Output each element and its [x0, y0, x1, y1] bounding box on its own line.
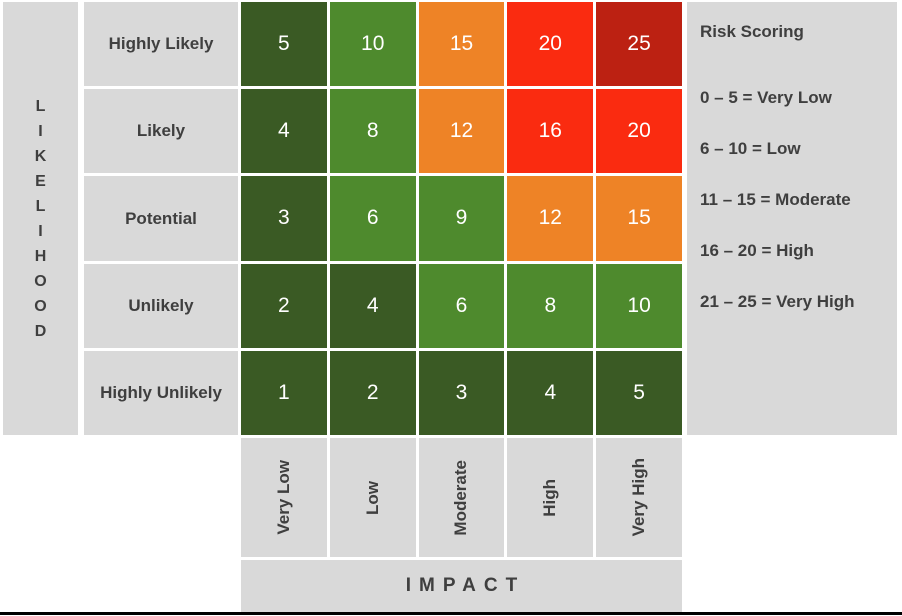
- likelihood-axis-letter: I: [38, 122, 43, 140]
- row-label-likely: Likely: [84, 89, 238, 174]
- col-label-very-high: Very High: [596, 438, 682, 557]
- col-label-text: Moderate: [451, 459, 471, 536]
- matrix-cell: 8: [329, 89, 416, 174]
- impact-axis-bar: IMPACT: [241, 560, 682, 612]
- legend-entry: 21 – 25 = Very High: [700, 292, 855, 311]
- matrix-cell: 25: [596, 2, 682, 87]
- matrix-cell: 1: [241, 350, 327, 435]
- matrix-cell: 6: [418, 263, 505, 348]
- legend-entry: 0 – 5 = Very Low: [700, 88, 832, 107]
- row-label-highly-likely: Highly Likely: [84, 2, 238, 87]
- matrix-cell: 12: [418, 89, 505, 174]
- matrix-cell: 4: [241, 89, 327, 174]
- matrix-cell: 15: [418, 2, 505, 87]
- row-label-highly-unlikely: Highly Unlikely: [84, 350, 238, 436]
- likelihood-axis-letter: I: [38, 222, 43, 240]
- matrix-cell: 2: [329, 350, 416, 435]
- matrix-cell: 3: [418, 350, 505, 435]
- likelihood-axis-letter: D: [34, 322, 47, 340]
- col-label-text: Low: [362, 480, 382, 515]
- matrix-cell: 15: [596, 176, 682, 261]
- col-label-text: Very High: [629, 458, 649, 537]
- impact-axis-label: IMPACT: [405, 575, 526, 596]
- matrix-cell: 8: [507, 263, 594, 348]
- matrix-cell: 5: [596, 350, 682, 435]
- matrix-cell: 4: [329, 263, 416, 348]
- matrix-cell: 10: [329, 2, 416, 87]
- legend-entry: 6 – 10 = Low: [700, 139, 801, 158]
- legend-entry: 16 – 20 = High: [700, 241, 814, 260]
- matrix-cell: 20: [507, 2, 594, 87]
- col-label-low: Low: [329, 438, 416, 557]
- col-label-text: High: [540, 478, 560, 517]
- likelihood-axis-letter: K: [34, 147, 47, 165]
- likelihood-axis-letter: L: [35, 197, 46, 215]
- matrix-cell: 4: [507, 350, 594, 435]
- row-label-potential: Potential: [84, 176, 238, 261]
- row-label-unlikely: Unlikely: [84, 263, 238, 348]
- legend-entry: 11 – 15 = Moderate: [700, 190, 851, 209]
- matrix-cell: 3: [241, 176, 327, 261]
- bottom-border: [0, 612, 902, 615]
- col-label-high: High: [507, 438, 594, 557]
- matrix-cell: 9: [418, 176, 505, 261]
- legend-entries: 0 – 5 = Very Low 6 – 10 = Low 11 – 15 = Mo…: [700, 88, 891, 312]
- likelihood-axis-letter: E: [35, 172, 46, 190]
- likelihood-axis-letter: L: [35, 97, 46, 115]
- likelihood-axis-letter: O: [34, 272, 47, 290]
- legend-title: Risk Scoring: [700, 22, 804, 41]
- legend-panel: Risk Scoring 0 – 5 = Very Low 6 – 10 = Lo…: [687, 2, 897, 435]
- matrix-cell: 20: [596, 89, 682, 174]
- matrix-cell: 10: [596, 263, 682, 348]
- col-label-moderate: Moderate: [418, 438, 505, 557]
- col-label-text: Very Low: [273, 460, 293, 535]
- matrix-cell: 2: [241, 263, 327, 348]
- likelihood-row-labels: Highly Likely Likely Potential Unlikely High…: [84, 2, 238, 436]
- col-label-very-low: Very Low: [241, 438, 327, 557]
- likelihood-axis-letter: H: [34, 247, 47, 265]
- matrix-cell: 5: [241, 2, 327, 87]
- risk-matrix-grid: 5 10 15 20 25 4 8 12 16 20 3 6 9 12 15 2 4 6 8 10 1 2 3 4 5: [241, 2, 682, 435]
- matrix-cell: 6: [329, 176, 416, 261]
- impact-column-labels: Very Low Low Moderate High Very High: [241, 438, 682, 557]
- matrix-cell: 12: [507, 176, 594, 261]
- likelihood-axis-letter: O: [34, 297, 47, 315]
- matrix-cell: 16: [507, 89, 594, 174]
